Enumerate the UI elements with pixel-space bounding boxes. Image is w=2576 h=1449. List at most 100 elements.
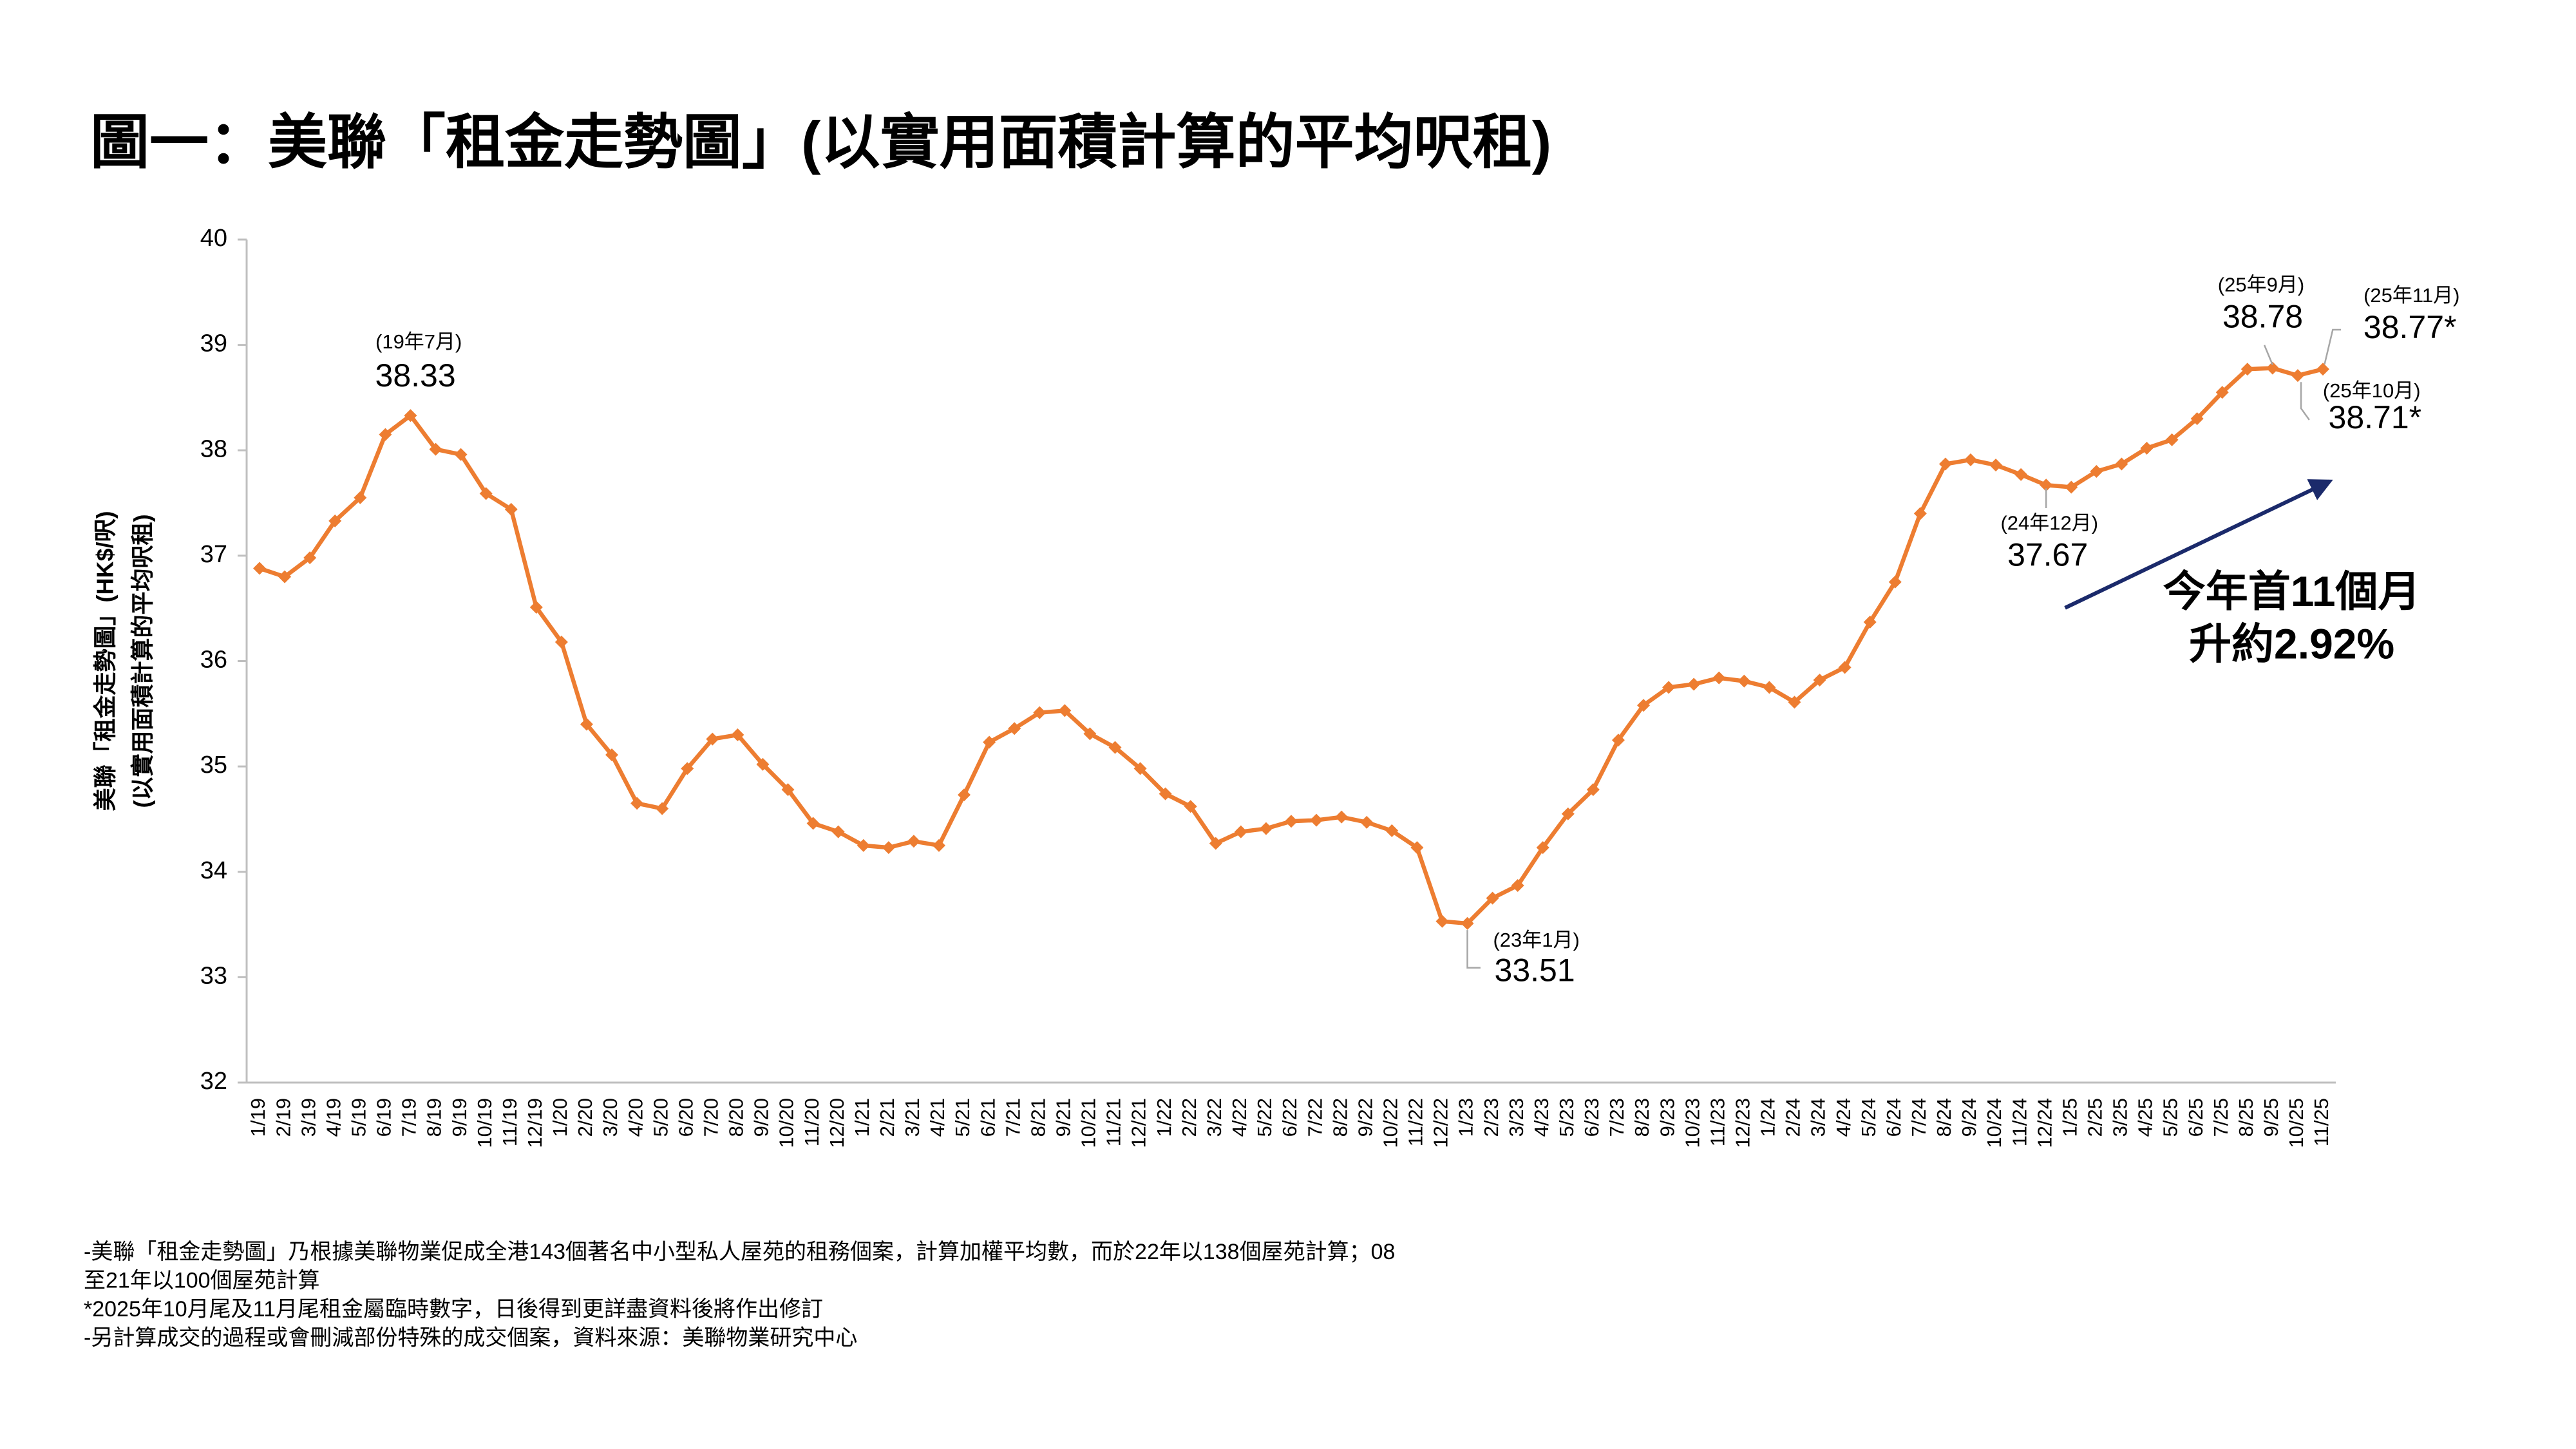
x-tick-label: 8/21: [1027, 1098, 1049, 1137]
x-tick-label: 6/25: [2184, 1098, 2207, 1137]
data-point: [1410, 841, 1424, 855]
data-point: [1687, 677, 1701, 691]
trend-note: 今年首11個月: [2163, 567, 2421, 615]
data-point: [1511, 879, 1524, 893]
y-tick-label: 37: [200, 541, 227, 568]
y-tick-label: 39: [200, 330, 227, 357]
data-point: [1234, 825, 1247, 838]
data-point: [681, 762, 694, 775]
data-point: [2014, 468, 2028, 481]
x-tick-label: 7/22: [1303, 1098, 1326, 1137]
footnote: *2025年10月尾及11月尾租金屬臨時數字，日後得到更詳盡資料後將作出修訂: [84, 1297, 823, 1321]
x-tick-label: 12/20: [826, 1098, 848, 1148]
data-point: [504, 502, 518, 516]
x-tick-label: 1/24: [1757, 1098, 1779, 1137]
data-point: [1285, 815, 1298, 828]
x-tick-label: 9/19: [448, 1098, 471, 1137]
x-tick-label: 12/19: [524, 1098, 546, 1148]
data-point: [554, 636, 568, 649]
data-point: [857, 838, 870, 852]
x-tick-label: 7/24: [1908, 1098, 1930, 1137]
x-tick-label: 7/25: [2210, 1098, 2232, 1137]
x-tick-label: 12/24: [2033, 1098, 2056, 1148]
x-tick-label: 2/25: [2084, 1098, 2107, 1137]
x-tick-label: 6/20: [674, 1098, 697, 1137]
data-point: [2065, 480, 2078, 494]
data-point: [1586, 783, 1600, 797]
x-tick-label: 5/21: [951, 1098, 974, 1137]
x-tick-label: 10/22: [1379, 1098, 1401, 1148]
y-tick-label: 34: [200, 857, 227, 884]
data-point: [656, 802, 669, 815]
x-tick-label: 7/19: [398, 1098, 421, 1137]
data-label: 38.77*: [2363, 309, 2457, 345]
data-point: [529, 601, 543, 614]
data-point: [580, 717, 593, 731]
leader-line: [1466, 930, 1481, 969]
data-point: [958, 788, 971, 802]
data-point: [1888, 575, 1902, 589]
x-tick-label: 11/22: [1405, 1098, 1427, 1146]
data-point: [1788, 696, 1801, 709]
y-tick-label: 32: [200, 1068, 227, 1095]
x-tick-label: 3/22: [1203, 1098, 1226, 1137]
data-point: [479, 487, 493, 500]
x-tick-label: 8/23: [1631, 1098, 1653, 1137]
x-tick-label: 8/25: [2235, 1098, 2257, 1137]
x-tick-label: 5/20: [649, 1098, 672, 1137]
x-tick-label: 7/20: [700, 1098, 723, 1137]
x-tick-label: 10/20: [775, 1098, 798, 1148]
data-point: [605, 748, 619, 762]
x-tick-label: 12/22: [1430, 1098, 1452, 1148]
data-point: [882, 841, 895, 855]
x-tick-label: 11/23: [1706, 1098, 1728, 1146]
data-point: [706, 732, 719, 746]
x-tick-label: 8/24: [1933, 1098, 1955, 1137]
data-point: [379, 428, 392, 441]
point-note: (24年12月): [2000, 512, 2098, 535]
data-point: [1108, 741, 1122, 754]
x-tick-label: 4/22: [1228, 1098, 1251, 1137]
x-tick-label: 4/25: [2134, 1098, 2157, 1137]
x-tick-label: 5/23: [1555, 1098, 1578, 1137]
trend-arrow: [2064, 479, 2333, 610]
x-tick-label: 6/22: [1278, 1098, 1301, 1137]
data-point: [983, 735, 996, 749]
data-point: [253, 562, 266, 575]
data-point: [1738, 674, 1751, 688]
x-tick-label: 9/23: [1656, 1098, 1678, 1137]
x-tick-label: 2/22: [1178, 1098, 1200, 1137]
x-tick-label: 5/25: [2159, 1098, 2182, 1137]
x-tick-label: 5/19: [347, 1098, 370, 1137]
data-point: [1611, 734, 1625, 747]
y-tick-label: 38: [200, 435, 227, 462]
x-tick-label: 8/19: [423, 1098, 446, 1137]
data-point: [1259, 822, 1273, 835]
x-tick-label: 11/19: [498, 1098, 521, 1146]
x-tick-label: 2/24: [1782, 1098, 1804, 1137]
leader-line: [2300, 382, 2310, 421]
x-tick-label: 2/19: [272, 1098, 294, 1137]
data-point: [1763, 681, 1776, 694]
leader-line: [2263, 345, 2274, 366]
data-point: [806, 817, 820, 830]
data-label: 38.33: [375, 357, 456, 393]
data-point: [328, 514, 342, 527]
x-tick-label: 6/24: [1882, 1098, 1905, 1137]
data-point: [2266, 361, 2279, 375]
data-point: [1058, 704, 1072, 717]
x-tick-label: 6/19: [373, 1098, 395, 1137]
x-tick-label: 2/23: [1480, 1098, 1502, 1137]
x-tick-label: 5/22: [1253, 1098, 1276, 1137]
x-tick-label: 8/20: [725, 1098, 748, 1137]
x-tick-label: 9/21: [1052, 1098, 1075, 1137]
data-point: [831, 825, 845, 838]
data-point: [1310, 813, 1323, 827]
data-point: [1209, 837, 1222, 850]
data-point: [454, 448, 468, 461]
footnote: -美聯「租金走勢圖」乃根據美聯物業促成全港143個著名中小型私人屋苑的租務個案，…: [84, 1240, 1395, 1264]
x-tick-label: 12/23: [1732, 1098, 1754, 1148]
x-tick-label: 4/23: [1530, 1098, 1553, 1137]
data-point: [1360, 815, 1374, 829]
x-tick-label: 2/20: [574, 1098, 596, 1137]
